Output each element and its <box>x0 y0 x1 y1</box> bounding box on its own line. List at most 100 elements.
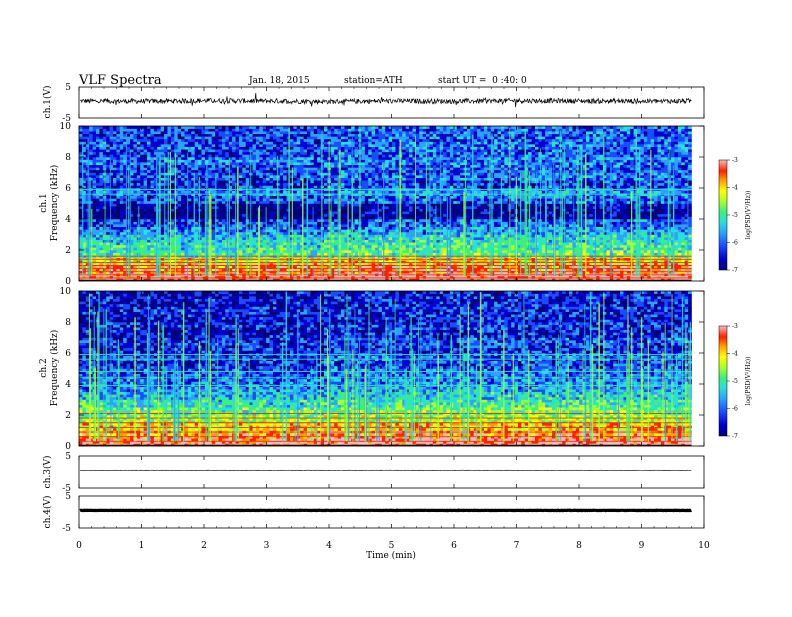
spectrogram-cell <box>194 151 199 155</box>
spectrogram-cell <box>164 237 168 240</box>
spectrogram-cell <box>218 167 223 171</box>
spectrogram-cell <box>194 175 199 178</box>
spectrogram-cell <box>283 231 287 235</box>
spectrogram-cell <box>82 172 87 176</box>
spectrogram-cell <box>174 177 178 181</box>
spectrogram-cell <box>187 154 192 158</box>
spectrogram-cell <box>272 136 277 140</box>
spectrogram-cell <box>269 138 274 142</box>
spectrogram-cell <box>279 172 284 176</box>
spectrogram-cell <box>82 185 87 189</box>
spectrogram-cell <box>170 154 175 158</box>
spectrogram-cell <box>184 169 189 173</box>
spectrogram-cell <box>242 237 247 240</box>
spectrogram-cell <box>109 136 114 140</box>
spectrogram-cell <box>167 265 172 269</box>
spectrogram-cell <box>330 234 335 238</box>
spectrogram-cell <box>140 154 144 158</box>
spectrogram-cell <box>99 200 104 204</box>
spectrogram-cell <box>259 239 264 243</box>
spectrogram-cell <box>79 169 83 173</box>
spectrogram-cell <box>201 154 206 158</box>
spectrogram-cell <box>164 126 168 129</box>
spectrogram-cell <box>218 247 223 251</box>
spectrogram-cell <box>215 206 219 209</box>
spectrogram-cell <box>303 250 308 253</box>
spectrogram-cell <box>334 141 338 145</box>
spectrogram-cell <box>147 146 151 150</box>
spectrogram-cell <box>181 167 185 171</box>
spectrogram-cell <box>198 149 202 153</box>
spectrogram-cell <box>344 138 349 142</box>
spectrogram-cell <box>242 231 247 235</box>
spectrogram-cell <box>218 206 223 209</box>
spectrogram-cell <box>334 224 338 228</box>
spectrogram-cell <box>221 167 226 171</box>
spectrogram-cell <box>279 208 284 212</box>
spectrogram-cell <box>153 198 158 202</box>
spectrogram-cell <box>232 252 236 256</box>
spectrogram-cell <box>238 265 243 269</box>
spectrogram-cell <box>351 154 355 158</box>
spectrogram-cell <box>283 250 287 253</box>
ch1-ytick-bottom: -5 <box>62 114 71 124</box>
spectrogram-cell <box>123 128 127 132</box>
spectrogram-cell <box>119 213 124 217</box>
spectrogram-cell <box>215 268 219 271</box>
spectrogram-cell <box>266 219 270 222</box>
spectrogram-cell <box>174 250 178 253</box>
spectrogram-cell <box>194 146 199 150</box>
spectrogram-cell <box>89 154 93 158</box>
spectrogram-cell <box>160 244 165 248</box>
spectrogram-cell <box>306 211 311 215</box>
spectrogram-cell <box>133 177 138 181</box>
spectrogram-cell <box>344 133 349 137</box>
spectrogram-cell <box>313 182 318 186</box>
spectrogram-cell <box>344 177 349 181</box>
spectrogram-cell <box>215 159 219 163</box>
spectrogram-cell <box>221 244 226 248</box>
spectrogram-cell <box>208 164 213 168</box>
spectrogram-cell <box>242 162 247 166</box>
spectrogram-cell <box>174 252 178 256</box>
spectrogram-cell <box>262 239 267 243</box>
spectrogram-cell <box>153 247 158 251</box>
spectrogram-cell <box>283 157 287 160</box>
spectrogram-cell <box>221 226 226 230</box>
spectrogram-cell <box>204 141 209 145</box>
spectrogram-cell <box>198 169 202 173</box>
spectrogram-cell <box>296 237 301 240</box>
spectrogram-cell <box>147 128 151 132</box>
spectrogram-cell <box>266 159 270 163</box>
spectrogram-cell <box>221 239 226 243</box>
spectrogram-cell <box>82 250 87 253</box>
spectrogram-cell <box>221 198 226 202</box>
spectrogram-cell <box>317 213 321 217</box>
spectrogram-cell <box>136 128 141 132</box>
spectrogram-cell <box>201 126 206 129</box>
spectrogram-cell <box>147 237 151 240</box>
spectrogram-cell <box>351 242 355 246</box>
spectrogram-cell <box>194 203 199 207</box>
spectrogram-cell <box>221 234 226 238</box>
spectrogram-cell <box>82 234 87 238</box>
spectrogram-cell <box>330 208 335 212</box>
spectrogram-cell <box>252 260 257 264</box>
spectrogram-cell <box>225 167 230 171</box>
spectrogram-cell <box>123 164 127 168</box>
spectrogram-cell <box>204 136 209 140</box>
spectrogram-cell <box>330 239 335 243</box>
spectrogram-cell <box>262 177 267 181</box>
spectrogram-cell <box>272 211 277 215</box>
spectrogram-cell <box>276 128 281 132</box>
spectrogram-cell <box>113 138 117 142</box>
spectrogram-cell <box>102 141 107 145</box>
spectrogram-cell <box>228 138 233 142</box>
spectrogram-cell <box>181 252 185 256</box>
spectrogram-cell <box>116 185 121 189</box>
spectrogram-cell <box>170 159 175 163</box>
spectrogram-cell <box>116 146 121 150</box>
spectrogram-cell <box>272 226 277 230</box>
spectrogram-cell <box>160 247 165 251</box>
spectrogram-cell <box>344 242 349 246</box>
